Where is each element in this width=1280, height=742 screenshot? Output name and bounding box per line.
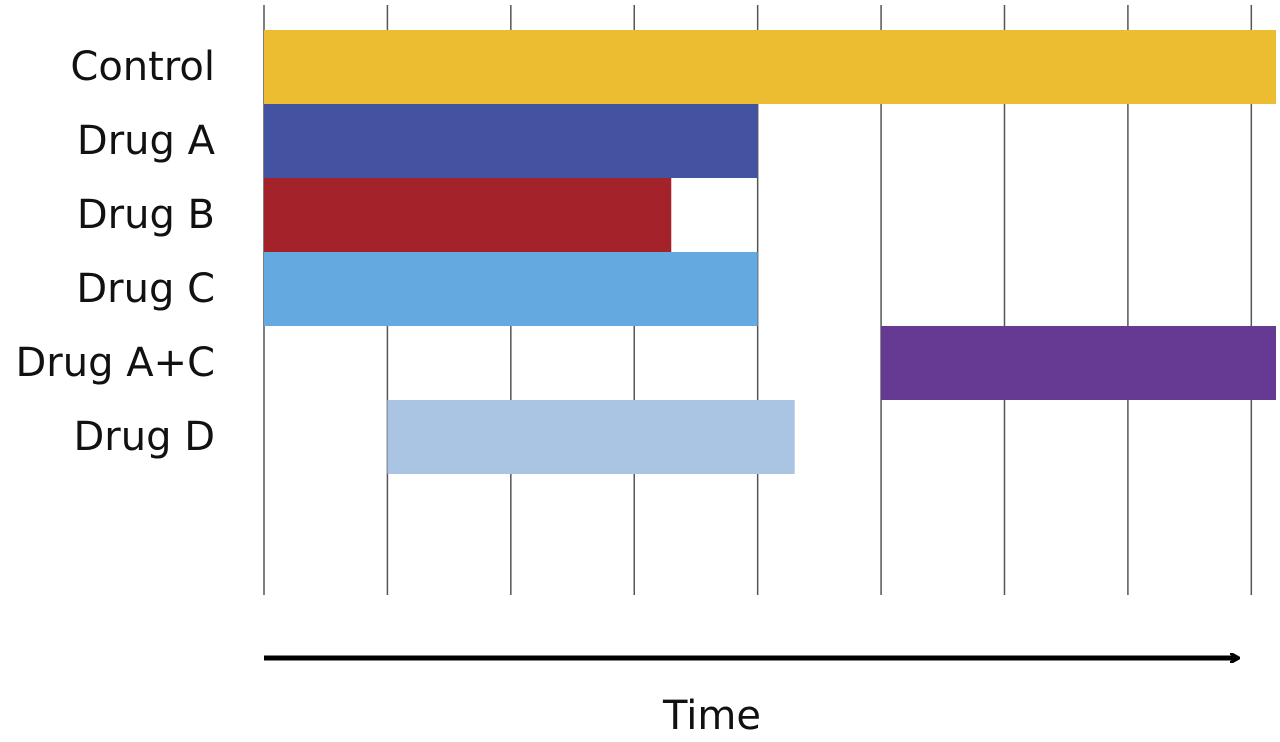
bar [264,30,1276,104]
y-tick-label: Drug A+C [15,340,215,386]
bars [264,30,1276,474]
y-tick-label: Drug A [77,118,216,164]
y-tick-label: Drug B [77,192,215,238]
bar [264,178,672,252]
y-tick-label: Control [70,44,215,90]
bar [881,326,1276,400]
y-tick-label: Drug C [76,266,215,312]
y-tick-label: Drug D [73,414,215,460]
x-axis-label: Time [662,693,761,739]
bar [264,252,758,326]
bar [387,400,795,474]
bar [264,104,758,178]
